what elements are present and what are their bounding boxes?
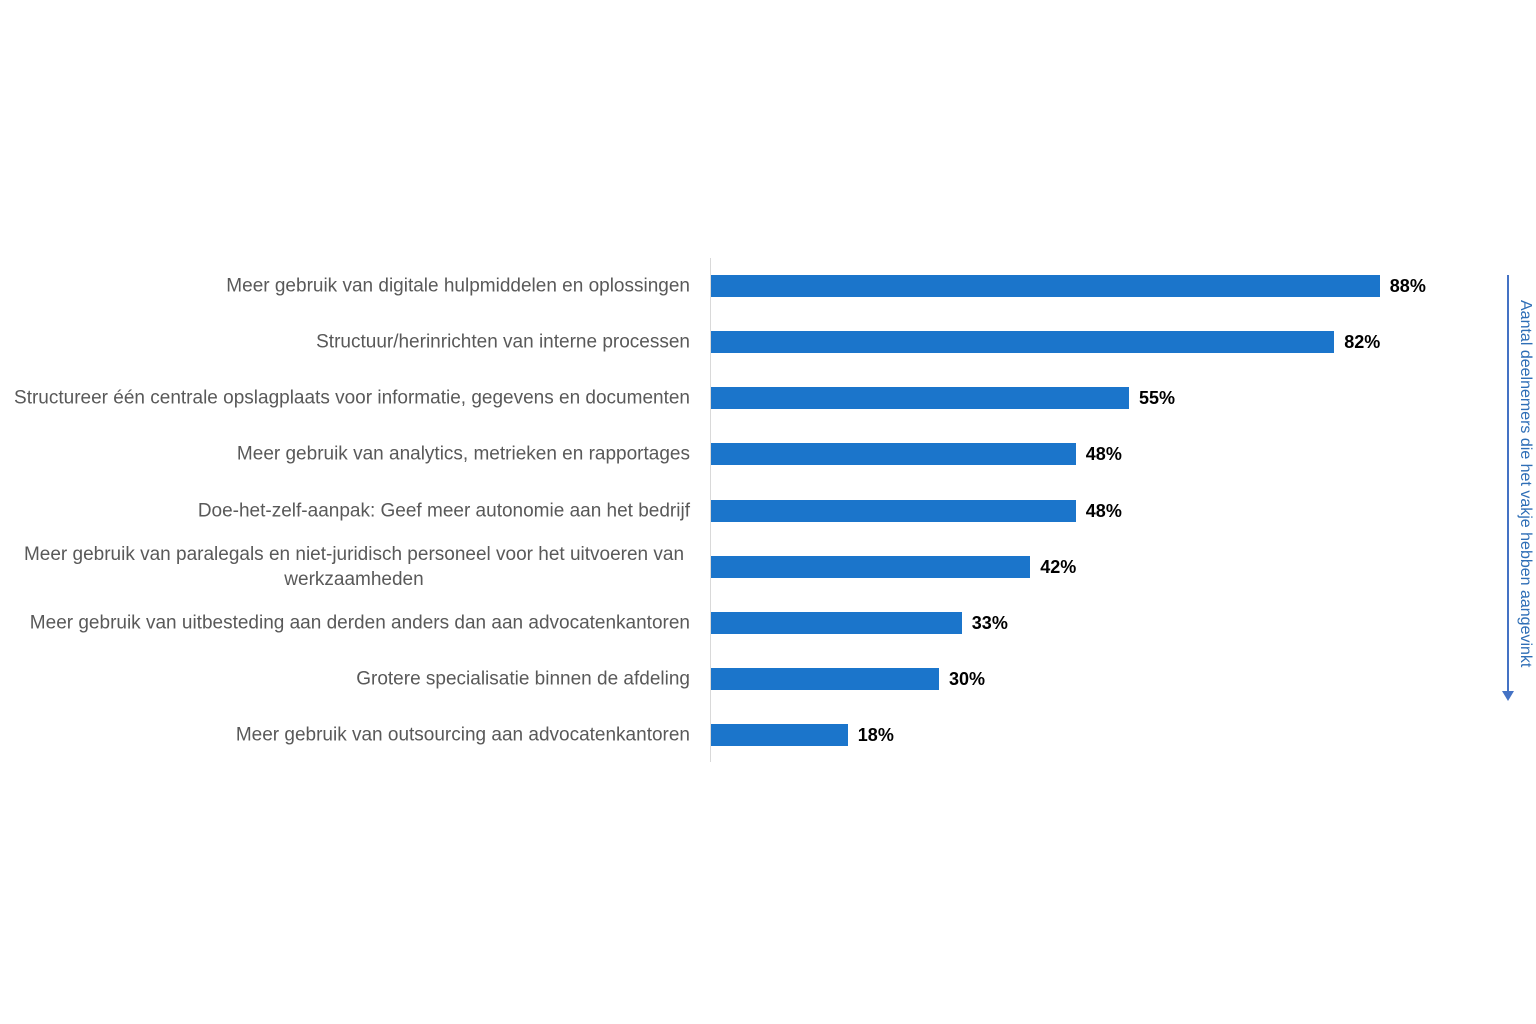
- bar: [711, 667, 939, 690]
- bar: [711, 499, 1076, 522]
- bar: [711, 555, 1031, 578]
- bar: [711, 611, 962, 634]
- category-label: Grotere specialisatie binnen de afdeling: [356, 668, 690, 690]
- category-label: Structuur/herinrichten van interne proce…: [316, 331, 690, 353]
- data-label: 88%: [1389, 276, 1426, 296]
- data-label: 18%: [857, 725, 894, 745]
- category-axis-line: [710, 258, 711, 762]
- arrow-down-icon: [1502, 275, 1514, 701]
- data-label: 30%: [949, 668, 986, 689]
- data-label: 55%: [1139, 388, 1176, 409]
- category-label: Meer gebruik van outsourcing aan advocat…: [235, 724, 690, 746]
- category-label: Meer gebruik van uitbesteding aan derden…: [29, 612, 690, 634]
- bar: [711, 724, 848, 746]
- category-label: Doe-het-zelf-aanpak: Geef meer autonomie…: [197, 500, 690, 521]
- bar: [711, 331, 1335, 354]
- bar: [711, 443, 1076, 466]
- category-label: Meer gebruik van paralegals en niet-juri…: [23, 543, 685, 590]
- data-label: 48%: [1085, 500, 1122, 521]
- data-label: 33%: [971, 612, 1008, 633]
- category-label: Structureer één centrale opslagplaats vo…: [14, 387, 690, 409]
- data-label: 42%: [1040, 556, 1077, 577]
- category-label: Meer gebruik van analytics, metrieken en…: [236, 443, 690, 465]
- data-label: 82%: [1344, 332, 1381, 353]
- bar: [711, 275, 1380, 297]
- data-label: 48%: [1085, 444, 1122, 465]
- arrow-head: [1502, 691, 1514, 701]
- category-label: Meer gebruik van digitale hulpmiddelen e…: [226, 275, 690, 297]
- bar: [711, 387, 1129, 410]
- side-annotation: Aantal deelnemers die het vakje hebben a…: [1517, 300, 1534, 668]
